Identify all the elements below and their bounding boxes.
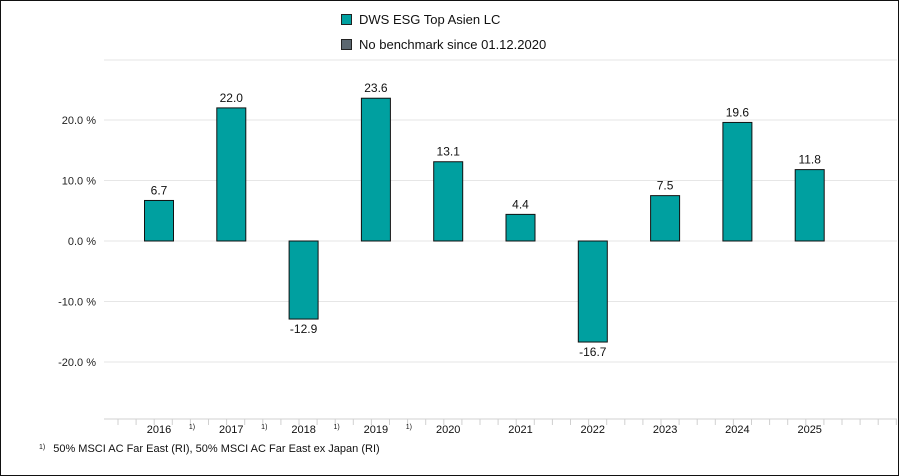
legend-item-fund: DWS ESG Top Asien LC <box>341 12 500 27</box>
legend-swatch-fund <box>341 14 352 25</box>
y-tick-label: 20.0 % <box>62 115 96 127</box>
x-tick-footnote-mark: 1) <box>261 424 267 431</box>
y-tick-label: -10.0 % <box>58 297 96 309</box>
bar <box>360 97 391 242</box>
footnote: 1) 50% MSCI AC Far East (RI), 50% MSCI AC… <box>39 443 380 455</box>
footnote-text: 50% MSCI AC Far East (RI), 50% MSCI AC F… <box>53 443 380 455</box>
x-tick-label: 2024 <box>725 424 749 436</box>
x-tick-footnote-mark: 1) <box>189 424 195 431</box>
data-label: -16.7 <box>579 345 607 359</box>
data-label: 19.6 <box>726 105 750 119</box>
bar <box>288 240 319 320</box>
x-tick-label: 2021 <box>508 424 532 436</box>
bar <box>650 195 681 242</box>
legend-label-fund: DWS ESG Top Asien LC <box>359 12 501 27</box>
x-tick-label: 2020 <box>436 424 460 436</box>
data-label: 4.4 <box>512 197 529 211</box>
legend-item-benchmark: No benchmark since 01.12.2020 <box>341 37 546 52</box>
x-tick-label: 2023 <box>653 424 677 436</box>
x-tick-label: 2019 <box>364 424 388 436</box>
data-label: 22.0 <box>220 91 244 105</box>
bar <box>577 240 608 343</box>
bar <box>722 121 753 242</box>
data-label: 13.1 <box>437 145 461 159</box>
bar <box>216 107 247 242</box>
x-tick-label: 2016 <box>147 424 171 436</box>
x-tick-label: 2022 <box>581 424 605 436</box>
data-label: 7.5 <box>657 179 674 193</box>
y-tick-label: 10.0 % <box>62 176 96 188</box>
footnote-mark: 1) <box>39 444 46 451</box>
bar <box>433 161 464 242</box>
y-tick-label: -20.0 % <box>58 357 96 369</box>
legend-swatch-benchmark <box>341 39 352 50</box>
x-tick-footnote-mark: 1) <box>333 424 339 431</box>
data-label: 11.8 <box>798 153 821 167</box>
bar <box>794 169 825 242</box>
bar <box>144 199 174 242</box>
legend-label-benchmark: No benchmark since 01.12.2020 <box>359 37 547 52</box>
x-tick-label: 2017 <box>219 424 243 436</box>
bar <box>505 213 536 242</box>
data-label: 23.6 <box>364 81 388 95</box>
x-tick-label: 2018 <box>291 424 315 436</box>
x-tick-label: 2025 <box>797 424 821 436</box>
data-label: 6.7 <box>151 183 168 197</box>
x-tick-footnote-mark: 1) <box>406 424 412 431</box>
y-tick-label: 0.0 % <box>68 236 96 248</box>
data-label: -12.9 <box>290 322 318 336</box>
